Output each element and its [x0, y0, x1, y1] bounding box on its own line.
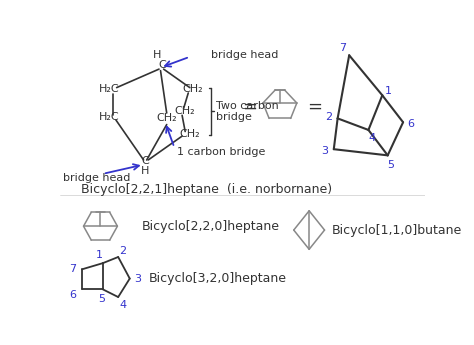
- Text: 7: 7: [339, 42, 346, 52]
- Text: 2: 2: [119, 246, 127, 256]
- Text: 6: 6: [407, 119, 414, 129]
- Text: H₂C: H₂C: [99, 112, 119, 122]
- Text: Two carbon
bridge: Two carbon bridge: [216, 101, 279, 122]
- Text: CH₂: CH₂: [156, 114, 177, 124]
- Text: 1: 1: [96, 250, 103, 260]
- Text: 1: 1: [385, 87, 392, 97]
- Text: =: =: [242, 98, 257, 116]
- Text: 7: 7: [69, 264, 76, 274]
- Text: bridge head: bridge head: [63, 174, 130, 184]
- Text: Bicyclo[2,2,1]heptane  (i.e. norbornane): Bicyclo[2,2,1]heptane (i.e. norbornane): [81, 183, 332, 196]
- Text: 3: 3: [321, 146, 328, 156]
- Text: H: H: [141, 166, 149, 176]
- Text: 1 carbon bridge: 1 carbon bridge: [177, 147, 266, 157]
- Text: 3: 3: [134, 274, 141, 284]
- Text: H: H: [153, 50, 162, 60]
- Text: C: C: [141, 156, 149, 166]
- Text: 2: 2: [325, 112, 332, 122]
- Text: CH₂: CH₂: [180, 129, 200, 139]
- Text: 4: 4: [119, 300, 127, 310]
- Text: CH₂: CH₂: [182, 84, 203, 94]
- Text: bridge head: bridge head: [210, 50, 278, 60]
- Text: 6: 6: [69, 290, 76, 300]
- Text: Bicyclo[2,2,0]heptane: Bicyclo[2,2,0]heptane: [141, 220, 279, 233]
- Text: H₂C: H₂C: [99, 84, 119, 94]
- Text: 4: 4: [368, 132, 375, 142]
- Text: 5: 5: [98, 294, 105, 304]
- Text: CH₂: CH₂: [175, 106, 195, 116]
- Text: 5: 5: [387, 160, 394, 170]
- Text: =: =: [307, 98, 322, 116]
- Text: Bicyclo[1,1,0]butane: Bicyclo[1,1,0]butane: [331, 224, 462, 237]
- Text: Bicyclo[3,2,0]heptane: Bicyclo[3,2,0]heptane: [149, 272, 287, 285]
- Text: C: C: [158, 59, 166, 69]
